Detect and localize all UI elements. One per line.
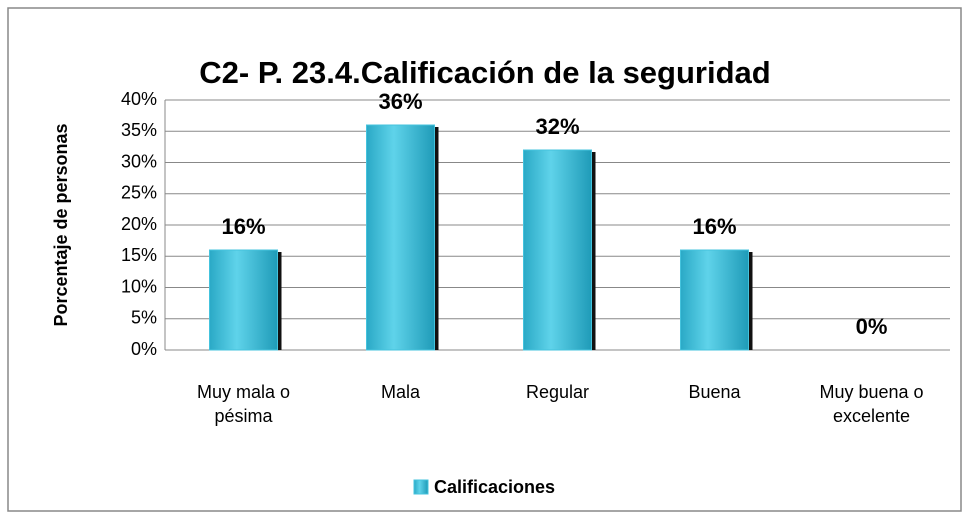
y-tick-label: 5% (131, 308, 157, 328)
bar (366, 124, 435, 351)
y-tick-label: 0% (131, 339, 157, 359)
bar (209, 249, 278, 351)
y-tick-label: 25% (121, 183, 157, 203)
x-tick-label: Muy mala o pésima (196, 382, 291, 426)
legend-swatch (413, 479, 429, 495)
y-axis-label: Porcentaje de personas (51, 123, 71, 326)
data-label: 0% (856, 314, 888, 339)
y-tick-label: 15% (121, 245, 157, 265)
bar (523, 149, 592, 351)
y-tick-label: 20% (121, 214, 157, 234)
x-tick-label: Muy buena o excelente (819, 382, 924, 426)
y-tick-label: 10% (121, 276, 157, 296)
x-tick-label: Regular (525, 382, 590, 402)
legend-label: Calificaciones (434, 477, 555, 497)
data-label: 32% (535, 114, 579, 139)
data-label: 36% (378, 89, 422, 114)
x-tick-label: Buena (688, 382, 741, 402)
data-label: 16% (221, 214, 265, 239)
chart-border (7, 7, 962, 512)
y-tick-label: 35% (121, 120, 157, 140)
chart-title: C2- P. 23.4.Calificación de la seguridad (199, 55, 770, 90)
y-tick-label: 40% (121, 89, 157, 109)
x-tick-label: Mala (380, 382, 420, 402)
y-tick-label: 30% (121, 151, 157, 171)
bar (680, 249, 749, 351)
data-label: 16% (692, 214, 736, 239)
